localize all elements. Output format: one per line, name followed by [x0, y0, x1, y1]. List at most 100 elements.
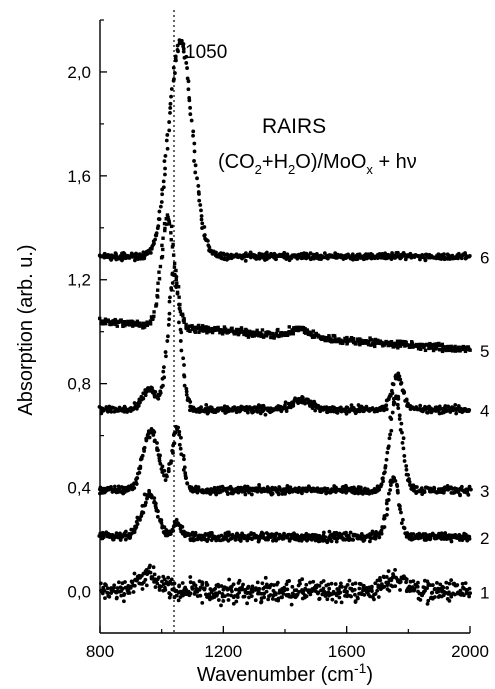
- data-point: [290, 584, 295, 589]
- data-point: [182, 383, 187, 388]
- data-point: [304, 594, 309, 599]
- data-point: [192, 159, 196, 163]
- data-point: [184, 322, 188, 327]
- data-point: [170, 281, 175, 285]
- data-point: [389, 343, 393, 348]
- data-point: [463, 251, 467, 255]
- data-point: [182, 320, 186, 324]
- data-point: [185, 481, 190, 486]
- data-point: [165, 146, 170, 151]
- data-point: [167, 219, 171, 224]
- data-point: [356, 491, 361, 496]
- data-point: [172, 77, 176, 81]
- data-point: [214, 327, 218, 331]
- data-point: [245, 333, 249, 338]
- data-point: [353, 600, 358, 604]
- data-point: [246, 335, 251, 339]
- data-point: [462, 593, 466, 598]
- data-point: [181, 453, 186, 458]
- data-point: [174, 593, 179, 598]
- data-point: [175, 47, 180, 52]
- data-point: [439, 257, 444, 261]
- data-point: [327, 586, 332, 591]
- data-point: [147, 565, 152, 570]
- data-point: [298, 327, 302, 332]
- data-point: [428, 536, 433, 541]
- data-point: [192, 149, 197, 154]
- data-point: [192, 325, 196, 330]
- data-point: [207, 245, 212, 250]
- data-point: [171, 65, 176, 70]
- data-point: [191, 129, 196, 134]
- data-point: [382, 471, 386, 476]
- data-point: [162, 468, 167, 473]
- data-point: [132, 571, 137, 576]
- data-point: [193, 170, 198, 175]
- data-point: [141, 510, 146, 515]
- data-point: [453, 344, 457, 349]
- data-point: [423, 258, 428, 262]
- data-point: [161, 236, 165, 240]
- data-point: [166, 322, 171, 327]
- data-point: [112, 254, 116, 259]
- data-point: [353, 342, 358, 346]
- data-point: [312, 335, 317, 339]
- data-point: [252, 409, 256, 414]
- system-label-part: 2: [255, 162, 262, 177]
- data-point: [163, 350, 168, 354]
- data-point: [271, 538, 275, 543]
- data-point: [159, 584, 164, 589]
- data-point: [196, 485, 201, 490]
- data-point: [447, 348, 452, 353]
- data-point: [362, 341, 366, 345]
- data-point: [390, 410, 395, 415]
- data-point: [264, 334, 269, 338]
- data-point: [379, 482, 384, 487]
- data-point: [175, 281, 179, 285]
- data-point: [291, 332, 296, 336]
- data-point: [289, 602, 294, 607]
- data-point: [225, 587, 230, 592]
- data-point: [180, 581, 185, 585]
- data-point: [447, 598, 452, 603]
- data-point: [332, 339, 337, 344]
- data-point: [432, 595, 437, 599]
- data-point: [348, 530, 353, 535]
- data-point: [220, 592, 225, 596]
- data-point: [163, 228, 167, 233]
- data-point: [294, 325, 299, 330]
- data-point: [162, 221, 167, 226]
- data-point: [376, 338, 380, 343]
- data-point: [181, 314, 185, 318]
- data-point: [204, 402, 209, 407]
- data-point: [465, 347, 469, 352]
- data-point: [157, 458, 162, 463]
- data-point: [141, 250, 146, 255]
- data-point: [377, 487, 381, 492]
- data-point: [112, 484, 117, 489]
- data-point: [115, 324, 119, 328]
- data-point: [468, 487, 473, 492]
- data-point: [132, 401, 137, 405]
- data-point: [400, 339, 405, 344]
- data-point: [287, 325, 291, 329]
- data-point: [166, 334, 170, 339]
- data-point: [257, 482, 262, 487]
- data-point: [246, 584, 251, 589]
- data-point: [119, 318, 123, 322]
- data-point: [147, 488, 151, 493]
- data-point: [171, 528, 176, 533]
- data-point: [428, 341, 432, 346]
- data-point: [276, 327, 280, 332]
- data-point: [392, 341, 396, 346]
- data-point: [196, 184, 201, 188]
- data-point: [205, 487, 210, 492]
- data-point: [273, 334, 278, 338]
- data-point: [185, 76, 190, 81]
- data-point: [156, 575, 161, 580]
- data-point: [255, 328, 259, 333]
- data-point: [200, 580, 205, 585]
- data-point: [188, 112, 193, 117]
- data-point: [362, 592, 367, 597]
- data-point: [180, 524, 185, 529]
